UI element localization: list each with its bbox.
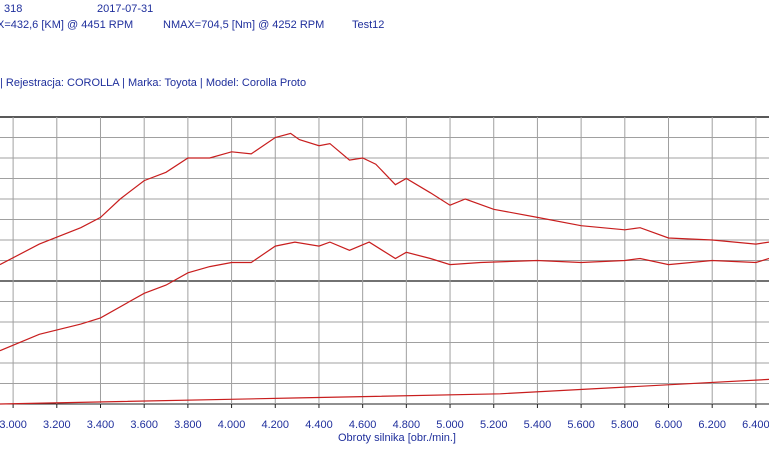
x-tick-label: 6.200 [698, 419, 726, 431]
x-tick-label: 3.000 [0, 419, 27, 431]
x-tick-label: 5.000 [436, 419, 464, 431]
x-tick-label: 6.000 [655, 419, 683, 431]
data-line [0, 132, 769, 266]
plot-area [0, 116, 769, 408]
x-tick-label: 5.400 [524, 419, 552, 431]
x-axis-label: Obroty silnika [obr./min.] [338, 432, 456, 444]
header-torque: NMAX=704,5 [Nm] @ 4252 RPM [163, 19, 324, 31]
header-id: 318 [4, 3, 22, 15]
x-tick-label: 5.200 [480, 419, 508, 431]
x-tick-label: 4.800 [393, 419, 421, 431]
x-tick-label: 3.800 [174, 419, 202, 431]
x-tick-label: 4.200 [262, 419, 290, 431]
header-test: Test12 [352, 19, 384, 31]
x-tick-label: 3.200 [43, 419, 71, 431]
header-date: 2017-07-31 [97, 3, 153, 15]
x-tick-label: 3.400 [87, 419, 115, 431]
header-power: X=432,6 [KM] @ 4451 RPM [0, 19, 133, 31]
x-tick-label: 6.400 [742, 419, 769, 431]
x-tick-label: 4.000 [218, 419, 246, 431]
x-tick-label: 3.600 [130, 419, 158, 431]
data-line [0, 378, 769, 405]
x-tick-label: 5.600 [567, 419, 595, 431]
x-tick-label: 5.800 [611, 419, 639, 431]
x-tick-label: 4.600 [349, 419, 377, 431]
x-tick-label: 4.400 [305, 419, 333, 431]
data-line [0, 241, 769, 352]
header-info: | Rejestracja: COROLLA | Marka: Toyota |… [0, 77, 306, 89]
